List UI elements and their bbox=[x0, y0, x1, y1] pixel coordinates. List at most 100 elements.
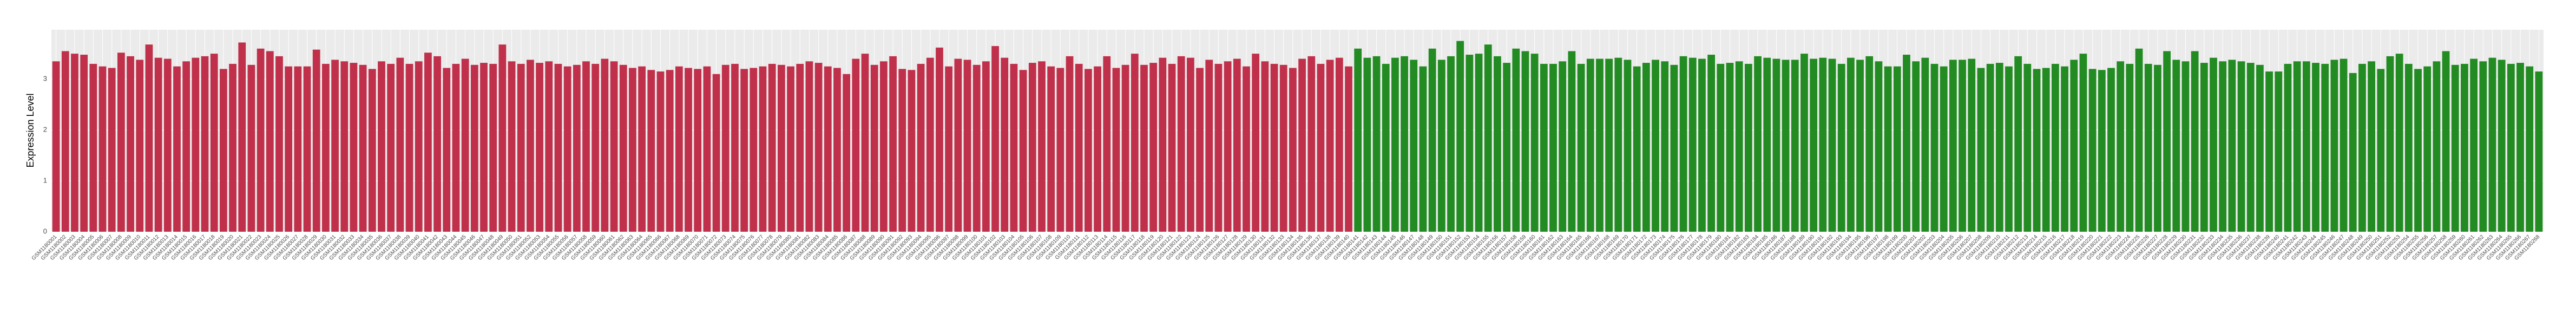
bar bbox=[173, 66, 181, 232]
bar bbox=[787, 66, 794, 232]
y-tick-label: 0 bbox=[43, 227, 47, 235]
bar bbox=[1019, 70, 1027, 232]
bar bbox=[1001, 57, 1009, 232]
bar bbox=[1559, 61, 1567, 232]
bar bbox=[303, 66, 311, 232]
bar bbox=[982, 61, 990, 232]
bar bbox=[1893, 66, 1901, 232]
bar bbox=[1233, 58, 1241, 232]
bar bbox=[136, 60, 144, 232]
bar bbox=[257, 48, 265, 232]
bar bbox=[2423, 66, 2432, 232]
bar bbox=[1717, 63, 1725, 232]
bar bbox=[824, 66, 832, 232]
bar bbox=[703, 66, 711, 232]
bar bbox=[275, 56, 283, 232]
bar bbox=[1354, 48, 1362, 232]
bar bbox=[1168, 63, 1176, 232]
bar bbox=[2275, 71, 2283, 232]
bar bbox=[1401, 56, 1408, 232]
bar bbox=[2033, 69, 2041, 232]
bar bbox=[1884, 66, 1892, 232]
bar bbox=[1819, 57, 1827, 232]
bar bbox=[1642, 63, 1650, 232]
bar bbox=[312, 49, 320, 232]
bar bbox=[108, 68, 116, 232]
bar bbox=[666, 70, 674, 232]
bar bbox=[61, 51, 69, 232]
bar bbox=[1661, 61, 1669, 232]
bar bbox=[1624, 60, 1632, 232]
bar bbox=[1968, 58, 1976, 232]
bar bbox=[954, 58, 962, 232]
bar bbox=[498, 44, 507, 232]
bar bbox=[685, 68, 692, 232]
bar bbox=[2061, 66, 2068, 232]
bar bbox=[1205, 60, 1213, 232]
bar bbox=[2404, 63, 2413, 232]
bar bbox=[1977, 68, 1985, 232]
bar bbox=[1903, 55, 1910, 232]
bar bbox=[1410, 60, 1418, 232]
bar bbox=[322, 63, 330, 232]
bar bbox=[238, 42, 246, 232]
bar bbox=[1121, 64, 1129, 232]
bar bbox=[443, 68, 451, 232]
bar bbox=[712, 74, 720, 232]
bar bbox=[750, 68, 758, 232]
bar bbox=[1735, 61, 1743, 232]
bar bbox=[694, 69, 702, 232]
bar bbox=[675, 66, 683, 232]
bar bbox=[1428, 48, 1436, 232]
bar bbox=[2330, 60, 2338, 232]
bar bbox=[1791, 60, 1799, 232]
bar bbox=[2340, 58, 2348, 232]
bar bbox=[917, 63, 925, 232]
bar bbox=[2079, 54, 2087, 232]
bar bbox=[1326, 60, 1334, 232]
bar bbox=[879, 61, 888, 232]
bar bbox=[1289, 68, 1297, 232]
bar bbox=[1140, 64, 1148, 232]
bar bbox=[926, 57, 934, 232]
bar bbox=[1754, 56, 1762, 232]
bar bbox=[2414, 69, 2422, 232]
bar bbox=[2377, 69, 2385, 232]
bar bbox=[1912, 61, 1920, 232]
bar bbox=[1605, 58, 1613, 232]
bar bbox=[1875, 61, 1883, 232]
bar bbox=[1744, 63, 1752, 232]
bar bbox=[2451, 64, 2459, 232]
bar bbox=[573, 64, 581, 232]
bar bbox=[1959, 60, 1966, 232]
bar bbox=[1187, 57, 1194, 232]
bar bbox=[1456, 41, 1464, 232]
bar bbox=[1298, 58, 1306, 232]
bar bbox=[1345, 66, 1352, 232]
bar bbox=[368, 69, 376, 232]
bar bbox=[163, 58, 172, 232]
bar bbox=[2005, 66, 2013, 232]
bar bbox=[1679, 56, 1687, 232]
bar bbox=[294, 66, 302, 232]
bar bbox=[2470, 58, 2478, 232]
bar bbox=[610, 61, 618, 232]
bar bbox=[1131, 54, 1139, 232]
bar bbox=[201, 56, 209, 232]
bar bbox=[1652, 60, 1659, 232]
bar bbox=[1066, 56, 1074, 232]
bar bbox=[2312, 63, 2319, 232]
bar bbox=[452, 63, 460, 232]
bar bbox=[936, 47, 943, 232]
bar bbox=[2144, 63, 2152, 232]
bar bbox=[656, 71, 665, 232]
bar bbox=[285, 66, 293, 232]
bar bbox=[71, 54, 78, 232]
y-tick-label: 2 bbox=[43, 126, 47, 134]
bar bbox=[629, 68, 636, 232]
bar bbox=[2535, 71, 2543, 232]
bar bbox=[154, 57, 162, 232]
bar bbox=[2349, 73, 2357, 232]
y-tick-label: 1 bbox=[43, 176, 47, 184]
